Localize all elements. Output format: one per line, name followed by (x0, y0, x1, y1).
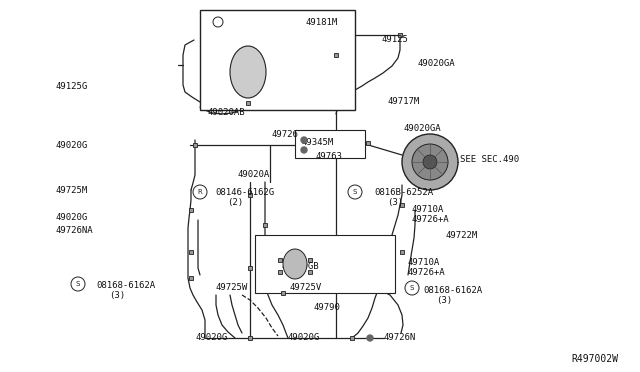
Bar (334, 53, 338, 57)
Text: 08146-6162G: 08146-6162G (215, 188, 274, 197)
Text: 49725V: 49725V (289, 283, 321, 292)
Text: 49020GA: 49020GA (404, 124, 442, 133)
Bar (308, 270, 312, 274)
Text: 49125G: 49125G (55, 82, 87, 91)
Bar (295, 130, 365, 158)
Text: 49726+A: 49726+A (412, 215, 450, 224)
Bar (248, 266, 252, 270)
Bar (200, 10, 355, 110)
Bar (255, 235, 395, 293)
Text: 49710A: 49710A (407, 258, 439, 267)
Text: R497002W: R497002W (571, 354, 618, 364)
Bar (281, 291, 285, 295)
Bar (189, 208, 193, 212)
Text: 49020A: 49020A (237, 170, 269, 179)
Bar (246, 101, 250, 105)
Text: 08168-6162A: 08168-6162A (423, 286, 482, 295)
Text: (3): (3) (109, 291, 125, 300)
Text: 49725M: 49725M (55, 186, 87, 195)
Bar (398, 33, 402, 37)
Text: 49790: 49790 (314, 303, 341, 312)
Text: S: S (76, 281, 80, 287)
Text: 49710A: 49710A (412, 205, 444, 214)
Circle shape (301, 147, 307, 153)
Bar (189, 250, 193, 254)
Bar (366, 141, 370, 145)
Bar (248, 193, 252, 197)
Bar (193, 143, 197, 147)
Bar (350, 336, 354, 340)
Bar (278, 270, 282, 274)
Text: (2): (2) (227, 198, 243, 207)
Circle shape (367, 335, 373, 341)
Text: 49722M: 49722M (445, 231, 477, 240)
Circle shape (412, 144, 448, 180)
Text: 49763: 49763 (315, 152, 342, 161)
Text: R: R (198, 189, 202, 195)
Bar (308, 258, 312, 262)
Bar (400, 203, 404, 207)
Circle shape (402, 134, 458, 190)
Text: (3): (3) (436, 296, 452, 305)
Text: 49725W: 49725W (216, 283, 248, 292)
Bar (263, 223, 267, 227)
Text: 49726N: 49726N (384, 333, 416, 342)
Text: 49726NA: 49726NA (55, 226, 93, 235)
Ellipse shape (283, 249, 307, 279)
Bar (248, 336, 252, 340)
Text: 49020G: 49020G (55, 213, 87, 222)
Text: SEE SEC.490: SEE SEC.490 (460, 155, 519, 164)
Circle shape (423, 155, 437, 169)
Text: 49125: 49125 (382, 35, 409, 44)
Bar (189, 276, 193, 280)
Text: 49181M: 49181M (305, 18, 337, 27)
Text: 0816B-6252A: 0816B-6252A (374, 188, 433, 197)
Text: 49020G: 49020G (288, 333, 320, 342)
Bar (400, 250, 404, 254)
Bar (263, 266, 267, 270)
Circle shape (301, 137, 307, 143)
Text: S: S (353, 189, 357, 195)
Text: S: S (410, 285, 414, 291)
Text: (3): (3) (387, 198, 403, 207)
Text: 49717M: 49717M (388, 97, 420, 106)
Bar (278, 258, 282, 262)
Text: 08168-6162A: 08168-6162A (96, 281, 155, 290)
Text: 49020GB: 49020GB (281, 262, 319, 271)
Text: 49020AB: 49020AB (207, 108, 244, 117)
Text: 49726+A: 49726+A (407, 268, 445, 277)
Text: 49020GA: 49020GA (418, 59, 456, 68)
Text: 49345M: 49345M (302, 138, 334, 147)
Ellipse shape (230, 46, 266, 98)
Text: 49020G: 49020G (196, 333, 228, 342)
Text: 49726: 49726 (271, 130, 298, 139)
Text: 49020G: 49020G (55, 141, 87, 150)
